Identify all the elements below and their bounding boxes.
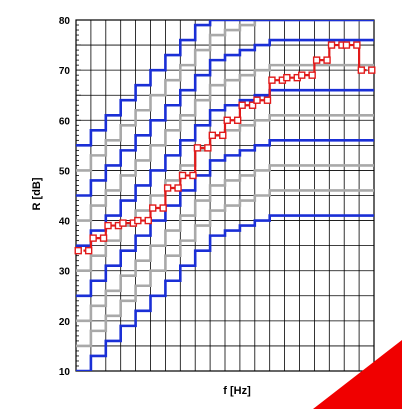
measured-series bbox=[74, 41, 376, 255]
data-point bbox=[84, 246, 93, 255]
data-point bbox=[238, 101, 246, 109]
reference-curve bbox=[76, 113, 374, 273]
data-point bbox=[298, 71, 306, 79]
data-point bbox=[134, 216, 142, 225]
reference-curve bbox=[76, 189, 374, 348]
data-point bbox=[189, 171, 197, 180]
data-point bbox=[104, 221, 112, 230]
data-point bbox=[74, 246, 82, 255]
data-point bbox=[144, 216, 152, 225]
data-point bbox=[233, 116, 242, 124]
data-point bbox=[253, 96, 261, 104]
data-point bbox=[219, 131, 227, 140]
data-point bbox=[99, 234, 108, 242]
data-point bbox=[312, 56, 321, 64]
data-point bbox=[223, 116, 231, 124]
y-tick-label: 40 bbox=[59, 217, 71, 228]
data-point bbox=[327, 41, 336, 49]
data-point bbox=[308, 71, 316, 79]
data-point bbox=[159, 204, 167, 212]
x-axis-label: f [Hz] bbox=[223, 385, 251, 397]
data-point bbox=[193, 144, 202, 152]
reference-curve bbox=[76, 20, 374, 172]
reference-curve bbox=[76, 88, 374, 247]
reference-curve bbox=[76, 38, 374, 197]
data-point bbox=[163, 184, 172, 192]
reference-curves bbox=[76, 20, 374, 371]
data-point bbox=[178, 171, 187, 180]
grid bbox=[75, 19, 375, 372]
y-tick-label: 10 bbox=[59, 367, 71, 378]
data-point bbox=[149, 204, 157, 212]
data-point bbox=[353, 41, 361, 49]
reference-curve bbox=[76, 139, 374, 298]
data-point bbox=[323, 56, 331, 64]
y-tick-label: 50 bbox=[59, 166, 71, 177]
data-point bbox=[89, 234, 97, 242]
data-point bbox=[263, 96, 272, 104]
y-axis-label: R [dB] bbox=[31, 177, 43, 210]
reference-curve bbox=[76, 214, 374, 371]
data-point bbox=[204, 144, 212, 152]
data-point bbox=[268, 76, 276, 84]
data-point bbox=[283, 73, 291, 82]
reference-curve bbox=[76, 164, 374, 323]
data-point bbox=[174, 184, 182, 192]
y-tick-labels: 10 20 30 40 50 60 70 80 bbox=[59, 16, 71, 378]
y-tick-label: 70 bbox=[59, 66, 71, 77]
data-point bbox=[119, 219, 127, 227]
y-tick-label: 20 bbox=[59, 317, 71, 328]
data-point bbox=[248, 101, 257, 109]
reference-curve bbox=[76, 20, 374, 147]
data-point bbox=[342, 41, 351, 49]
data-point bbox=[368, 66, 376, 74]
reference-curve bbox=[76, 63, 374, 222]
y-tick-label: 30 bbox=[59, 267, 71, 278]
data-point bbox=[357, 66, 366, 74]
data-point bbox=[208, 131, 217, 140]
y-tick-label: 80 bbox=[59, 16, 71, 27]
corner-accent bbox=[313, 340, 402, 409]
y-tick-label: 60 bbox=[59, 116, 71, 127]
